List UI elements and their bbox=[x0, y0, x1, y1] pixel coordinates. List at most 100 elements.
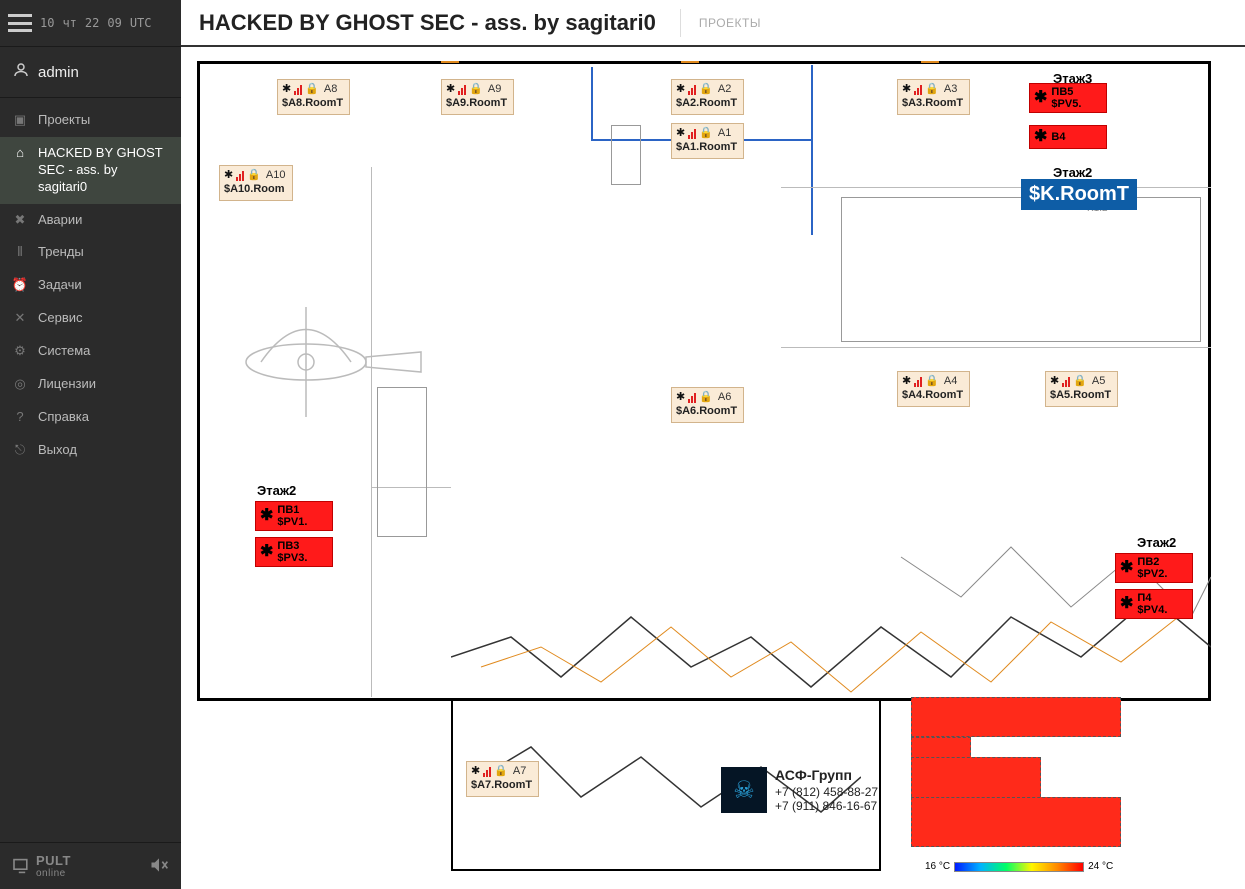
alarm-pv5[interactable]: ✱ПВ5$PV5. bbox=[1029, 83, 1107, 113]
sensor-a6-val: $A6.RoomT bbox=[676, 405, 737, 419]
sensor-a6[interactable]: ✱🔒А6 $A6.RoomT bbox=[671, 387, 744, 423]
trends-icon: ⦀ bbox=[12, 244, 28, 261]
nav-projects-label: Проекты bbox=[38, 112, 90, 129]
alarm-pv2[interactable]: ✱ПВ2$PV2. bbox=[1115, 553, 1193, 583]
sensor-a5[interactable]: ✱🔒A5 $A5.RoomT bbox=[1045, 371, 1118, 407]
nav-projects[interactable]: ▣ Проекты bbox=[0, 104, 181, 137]
blue-room-box[interactable]: $K.RoomT bbox=[1021, 179, 1137, 210]
license-icon: ◎ bbox=[12, 376, 28, 393]
nav-help-label: Справка bbox=[38, 409, 89, 426]
briefcase-icon: ▣ bbox=[12, 112, 28, 129]
sensor-a8[interactable]: ✱🔒A8 $A8.RoomT bbox=[277, 79, 350, 115]
sensor-a2[interactable]: ✱🔒A2 $A2.RoomT bbox=[671, 79, 744, 115]
sensor-a10-val: $A10.Room bbox=[224, 183, 286, 197]
alarm-pv1-val: $PV1. bbox=[277, 516, 307, 528]
wall-blue-1 bbox=[591, 67, 593, 139]
topbar: HACKED BY GHOST SEC - ass. by sagitari0 … bbox=[181, 0, 1245, 47]
sensor-a1-val: $A1.RoomT bbox=[676, 141, 737, 155]
sensor-a8-val: $A8.RoomT bbox=[282, 97, 343, 111]
sidebar-topbar: 10 чт 22 09 UTC bbox=[0, 0, 181, 47]
exit-icon: ⎋ bbox=[12, 442, 28, 459]
nav-help[interactable]: ? Справка bbox=[0, 401, 181, 434]
brand-name: PULT bbox=[36, 853, 71, 868]
alarm-pv5-val: $PV5. bbox=[1051, 98, 1081, 110]
mute-icon[interactable] bbox=[149, 855, 169, 878]
nav-tasks[interactable]: ⏰ Задачи bbox=[0, 269, 181, 302]
alarm-pv2-val: $PV2. bbox=[1137, 568, 1167, 580]
door-2 bbox=[681, 61, 699, 63]
user-icon bbox=[12, 61, 30, 83]
nav-service[interactable]: ✕Сервис bbox=[0, 302, 181, 335]
nav-licenses[interactable]: ◎Лицензии bbox=[0, 368, 181, 401]
menu-toggle-icon[interactable] bbox=[8, 14, 32, 32]
nav-trends[interactable]: ⦀ Тренды bbox=[0, 236, 181, 269]
floor-label-2c: Этаж2 bbox=[1137, 535, 1176, 550]
nav-system-label: Система bbox=[38, 343, 90, 360]
company-card: ☠ АСФ-Групп +7 (812) 458-88-27 +7 (911) … bbox=[721, 767, 878, 813]
room-grid bbox=[841, 197, 1201, 342]
brand-logo[interactable]: PULTonline bbox=[12, 853, 71, 879]
alarm-p4[interactable]: ✱П4$PV4. bbox=[1115, 589, 1193, 619]
nav-system[interactable]: ⚙Система bbox=[0, 335, 181, 368]
heatmap-legend: 16 °C 24 °C bbox=[925, 861, 1113, 872]
alarm-pv5-top: ПВ5 bbox=[1051, 86, 1081, 98]
nav-active-project[interactable]: ⌂HACKED BY GHOST SEC - ass. by sagitari0 bbox=[0, 137, 181, 204]
legend-gradient bbox=[954, 862, 1084, 872]
user-row[interactable]: admin bbox=[0, 47, 181, 98]
sensor-a1[interactable]: ✱🔒A1 $A1.RoomT bbox=[671, 123, 744, 159]
nav-tasks-label: Задачи bbox=[38, 277, 82, 294]
alarm-icon: ✖ bbox=[12, 212, 28, 229]
breadcrumb-projects[interactable]: ПРОЕКТЫ bbox=[680, 9, 761, 37]
company-phone-1: +7 (812) 458-88-27 bbox=[775, 785, 878, 799]
alarm-pv3-val: $PV3. bbox=[277, 552, 307, 564]
sidebar: 10 чт 22 09 UTC admin ▣ Проекты ⌂HACKED B… bbox=[0, 0, 181, 889]
nav-active-label: HACKED BY GHOST SEC - ass. by sagitari0 bbox=[38, 145, 169, 196]
alarm-pv1-top: ПВ1 bbox=[277, 504, 307, 516]
sensor-a10[interactable]: ✱🔒A10 $A10.Room bbox=[219, 165, 293, 201]
nav-exit[interactable]: ⎋ Выход bbox=[0, 434, 181, 467]
alarm-pv2-top: ПВ2 bbox=[1137, 556, 1167, 568]
sidebar-footer: PULTonline bbox=[0, 842, 181, 889]
floorplan-canvas[interactable]: ✱🔒A8 $A8.RoomT ✱🔒A9 $A9.RoomT ✱🔒A2 $A2.R… bbox=[181, 47, 1245, 889]
alarm-p4-top: П4 bbox=[1137, 592, 1167, 604]
nav-alarms[interactable]: ✖Аварии bbox=[0, 204, 181, 237]
nav-service-label: Сервис bbox=[38, 310, 83, 327]
sensor-a4[interactable]: ✱🔒A4 $A4.RoomT bbox=[897, 371, 970, 407]
brand-sub: online bbox=[36, 868, 71, 879]
alarm-pv3-top: ПВ3 bbox=[277, 540, 307, 552]
sensor-a9[interactable]: ✱🔒A9 $A9.RoomT bbox=[441, 79, 514, 115]
clock-tz: UTC bbox=[130, 16, 152, 30]
legend-low: 16 °C bbox=[925, 861, 950, 872]
alarm-b4[interactable]: ✱В4 bbox=[1029, 125, 1107, 149]
sensor-a10-name: A10 bbox=[264, 169, 286, 183]
sensor-a7[interactable]: ✱🔒A7 $A7.RoomT bbox=[466, 761, 539, 797]
legend-high: 24 °C bbox=[1088, 861, 1113, 872]
help-icon: ? bbox=[12, 409, 28, 426]
user-name: admin bbox=[38, 64, 79, 81]
sensor-a6-name: А6 bbox=[716, 391, 731, 405]
door-3 bbox=[921, 61, 939, 63]
heatmap-block-3 bbox=[911, 757, 1041, 802]
sensor-a7-val: $A7.RoomT bbox=[471, 779, 532, 793]
sensor-a2-val: $A2.RoomT bbox=[676, 97, 737, 111]
alarm-pv3[interactable]: ✱ПВ3$PV3. bbox=[255, 537, 333, 567]
sensor-a9-val: $A9.RoomT bbox=[446, 97, 507, 111]
door-1 bbox=[441, 61, 459, 63]
wall-g-3 bbox=[781, 187, 1211, 188]
nav-exit-label: Выход bbox=[38, 442, 77, 459]
tasks-icon: ⏰ bbox=[12, 277, 28, 294]
sensor-a9-name: A9 bbox=[486, 83, 501, 97]
alarm-pv1[interactable]: ✱ПВ1$PV1. bbox=[255, 501, 333, 531]
page-title: HACKED BY GHOST SEC - ass. by sagitari0 bbox=[199, 10, 656, 36]
sensor-a4-val: $A4.RoomT bbox=[902, 389, 963, 403]
sensor-a2-name: A2 bbox=[716, 83, 731, 97]
sensor-a3[interactable]: ✱🔒A3 $A3.RoomT bbox=[897, 79, 970, 115]
heatmap-block-1 bbox=[911, 697, 1121, 737]
sensor-a3-val: $A3.RoomT bbox=[902, 97, 963, 111]
wall-g-4 bbox=[781, 347, 1211, 348]
sensor-a8-name: A8 bbox=[322, 83, 337, 97]
sensor-a4-name: A4 bbox=[942, 375, 957, 389]
heatmap[interactable] bbox=[911, 697, 1121, 857]
nav-trends-label: Тренды bbox=[38, 244, 84, 261]
nav-list: ▣ Проекты ⌂HACKED BY GHOST SEC - ass. by … bbox=[0, 98, 181, 467]
